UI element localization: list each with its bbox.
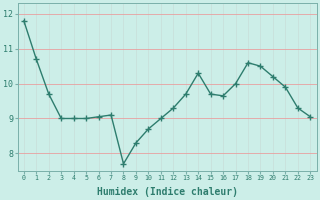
X-axis label: Humidex (Indice chaleur): Humidex (Indice chaleur) xyxy=(97,186,237,197)
